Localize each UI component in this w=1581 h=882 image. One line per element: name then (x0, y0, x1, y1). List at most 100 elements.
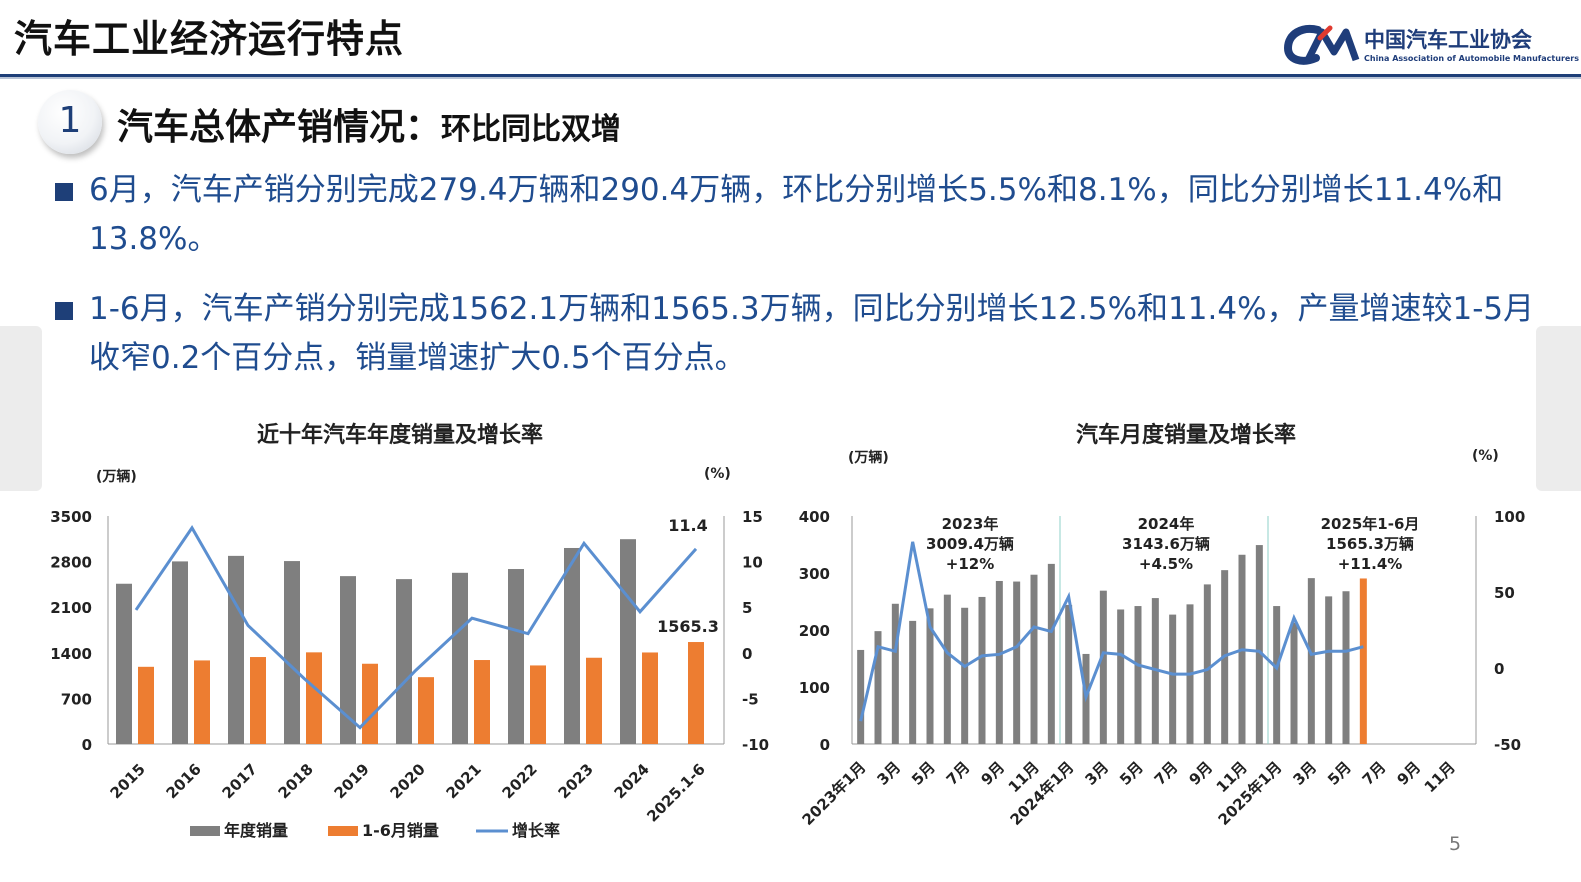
y-tick-right: 0 (1494, 660, 1504, 678)
section-number: 1 (58, 100, 82, 141)
bar-annual-sales (340, 576, 356, 744)
legend-swatch-halfyear (328, 826, 358, 836)
bar-monthly-sales (874, 631, 882, 744)
growth-rate-data-label: 11.4 (668, 516, 707, 535)
halfyear-sales-data-label: 1565.3 (657, 617, 719, 636)
bar-monthly-sales (926, 608, 934, 744)
x-tick-label: 2018 (275, 760, 317, 802)
y-tick-left: 700 (61, 690, 92, 708)
bullet-square-icon (55, 183, 73, 201)
period-annotation-growth: +11.4% (1338, 555, 1403, 573)
y-tick-left: 200 (799, 622, 830, 640)
x-tick-label: 7月 (943, 758, 974, 789)
chart-title: 近十年汽车年度销量及增长率 (257, 422, 543, 448)
x-tick-label: 5月 (908, 758, 939, 789)
x-tick-label: 3月 (873, 758, 904, 789)
section-title-sub: 环比同比双增 (441, 112, 622, 147)
bar-halfyear-sales (194, 660, 210, 744)
bar-monthly-sales (1013, 581, 1021, 744)
y-axis-right-label: (%) (704, 466, 731, 482)
logo-name-cn: 中国汽车工业协会 (1364, 28, 1532, 52)
bar-annual-sales (396, 579, 412, 744)
bar-monthly-sales (1065, 604, 1073, 744)
bullet-item: 1-6月，汽车产销分别完成1562.1万辆和1565.3万辆，同比分别增长12.… (55, 285, 1535, 383)
x-tick-label: 3月 (1289, 758, 1320, 789)
y-tick-right: 100 (1494, 508, 1525, 526)
period-annotation-value: 3009.4万辆 (926, 535, 1014, 553)
legend-label-annual: 年度销量 (224, 821, 288, 840)
bar-monthly-sales (995, 580, 1003, 744)
header-title: 汽车工业经济运行特点 (14, 17, 405, 61)
bar-monthly-sales-latest (1359, 578, 1367, 744)
y-tick-right: 10 (742, 554, 763, 572)
legend-swatch-annual (190, 826, 220, 836)
header-divider (0, 74, 1581, 79)
bar-monthly-sales (909, 620, 917, 744)
y-tick-left: 0 (82, 736, 92, 754)
bar-halfyear-sales (306, 652, 322, 744)
x-tick-label: 2024 (611, 760, 653, 802)
bar-halfyear-sales (642, 652, 658, 744)
x-tick-label: 2015 (107, 760, 149, 802)
bar-monthly-sales (1325, 596, 1333, 744)
bullet-item: 6月，汽车产销分别完成279.4万辆和290.4万辆，环比分别增长5.5%和8.… (55, 166, 1535, 264)
bar-monthly-sales (1203, 584, 1211, 744)
y-tick-right: -50 (1494, 736, 1521, 754)
legend-label-growth: 增长率 (512, 821, 560, 840)
bar-monthly-sales (1169, 614, 1177, 744)
period-annotation-label: 2023年 (942, 515, 999, 533)
bar-monthly-sales (1342, 591, 1350, 744)
bar-annual-sales (228, 555, 244, 744)
bar-monthly-sales (1255, 545, 1263, 744)
bar-monthly-sales (891, 603, 899, 744)
bar-monthly-sales (1134, 606, 1142, 744)
y-tick-left: 0 (820, 736, 830, 754)
x-tick-label: 9月 (1393, 758, 1424, 789)
bar-halfyear-sales (688, 642, 704, 744)
y-tick-left: 100 (799, 679, 830, 697)
period-annotation-growth: +12% (946, 555, 994, 573)
x-tick-label: 2021 (443, 760, 485, 802)
bar-annual-sales (172, 561, 188, 744)
bar-halfyear-sales (474, 660, 490, 744)
bar-annual-sales (564, 547, 580, 744)
bar-annual-sales (620, 539, 636, 744)
y-axis-right-label: (%) (1472, 448, 1499, 464)
side-tab-right[interactable] (1536, 326, 1581, 491)
bar-monthly-sales (1047, 563, 1055, 744)
x-tick-label: 2017 (219, 760, 261, 802)
bar-monthly-sales (978, 596, 986, 744)
annual-sales-chart: 近十年汽车年度销量及增长率 (万辆) (%) 3500 2800 2100 1400 700 0… (50, 422, 769, 840)
x-tick-label: 9月 (1185, 758, 1216, 789)
bullet-square-icon (55, 302, 73, 320)
x-tick-label: 2019 (331, 760, 373, 802)
period-annotation-growth: +4.5% (1139, 555, 1193, 573)
y-tick-right: -10 (742, 736, 769, 754)
section-number-badge: 1 (38, 90, 102, 154)
y-tick-right: 0 (742, 645, 752, 663)
side-tab-left[interactable] (0, 326, 42, 491)
y-tick-left: 3500 (50, 508, 92, 526)
y-tick-left: 400 (799, 508, 830, 526)
bar-monthly-sales (943, 594, 951, 744)
caam-logo: 中国汽车工业协会 China Association of Automobile… (1284, 22, 1579, 70)
y-tick-right: 50 (1494, 584, 1515, 602)
bullet-text: 6月，汽车产销分别完成279.4万辆和290.4万辆，环比分别增长5.5%和8.… (89, 172, 1504, 257)
x-tick-label: 2023年1月 (799, 758, 870, 829)
x-tick-label: 2016 (163, 760, 205, 802)
period-annotation-label: 2025年1-6月 (1321, 515, 1420, 533)
bar-monthly-sales (1117, 609, 1125, 744)
bar-annual-sales (508, 569, 524, 744)
period-annotation-label: 2024年 (1138, 515, 1195, 533)
x-tick-label: 5月 (1116, 758, 1147, 789)
caam-logo-icon (1284, 25, 1360, 65)
x-tick-label: 2025.1-6 (643, 760, 708, 825)
x-tick-label: 2023 (555, 760, 597, 802)
x-tick-label: 3月 (1081, 758, 1112, 789)
x-tick-label: 11月 (1421, 758, 1459, 796)
logo-name-en: China Association of Automobile Manufact… (1364, 54, 1580, 63)
x-tick-label: 2020 (387, 760, 429, 802)
bar-halfyear-sales (530, 665, 546, 744)
monthly-sales-chart: 汽车月度销量及增长率 (万辆) (%) 400 300 200 100 0 100 50 0 -50 2… (799, 422, 1526, 829)
chart-title: 汽车月度销量及增长率 (1076, 422, 1296, 448)
